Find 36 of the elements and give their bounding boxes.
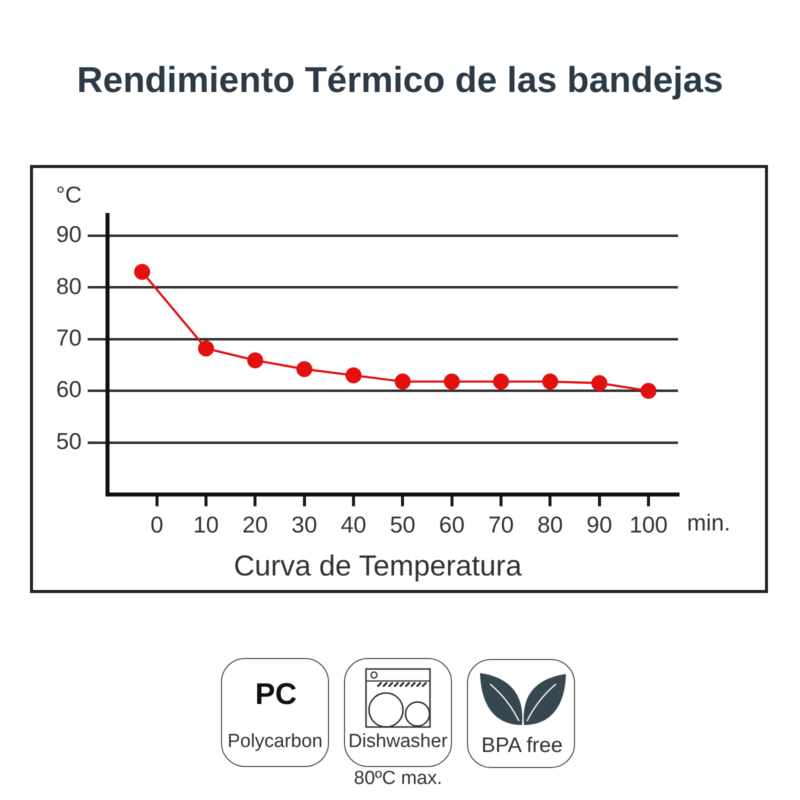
text: Curva de Temperatura bbox=[234, 550, 523, 582]
point bbox=[134, 264, 150, 280]
x-tick-label: 90 bbox=[586, 511, 612, 538]
x-tick-label: 20 bbox=[242, 511, 268, 538]
text: PC bbox=[255, 678, 297, 712]
point bbox=[198, 340, 214, 356]
point bbox=[346, 367, 362, 384]
x-tick-label: 80 bbox=[537, 511, 563, 538]
text: 80ºC max. bbox=[354, 768, 442, 789]
x-tick-label: 50 bbox=[390, 511, 416, 538]
y-tick-label: 50 bbox=[56, 428, 82, 454]
x-tick-label: 70 bbox=[488, 511, 514, 538]
y-tick-label: 80 bbox=[56, 272, 82, 299]
y-tick-label: 70 bbox=[56, 324, 82, 350]
text: BPA free bbox=[481, 734, 563, 757]
point bbox=[591, 375, 608, 392]
x-axis-title: min. bbox=[687, 510, 730, 536]
point bbox=[493, 374, 510, 390]
x-tick-label: 30 bbox=[292, 511, 318, 538]
y-tick-label: 60 bbox=[56, 376, 82, 402]
point bbox=[296, 361, 312, 378]
chart-title: Rendimiento Térmico de las bandejas bbox=[76, 58, 724, 100]
point bbox=[640, 382, 656, 399]
point bbox=[444, 374, 460, 390]
point bbox=[394, 374, 411, 390]
x-tick-label: 40 bbox=[340, 511, 366, 538]
text: Dishwasher bbox=[348, 730, 448, 752]
x-tick-label: 100 bbox=[629, 511, 668, 538]
y-axis-title: °C bbox=[56, 181, 82, 208]
text: Polycarbon bbox=[227, 730, 323, 752]
point bbox=[247, 352, 264, 368]
x-tick-label: 60 bbox=[439, 511, 465, 538]
x-tick-label: 10 bbox=[193, 511, 219, 538]
x-tick-label: 0 bbox=[150, 511, 164, 538]
y-tick-label: 90 bbox=[56, 221, 82, 248]
point bbox=[542, 374, 558, 390]
